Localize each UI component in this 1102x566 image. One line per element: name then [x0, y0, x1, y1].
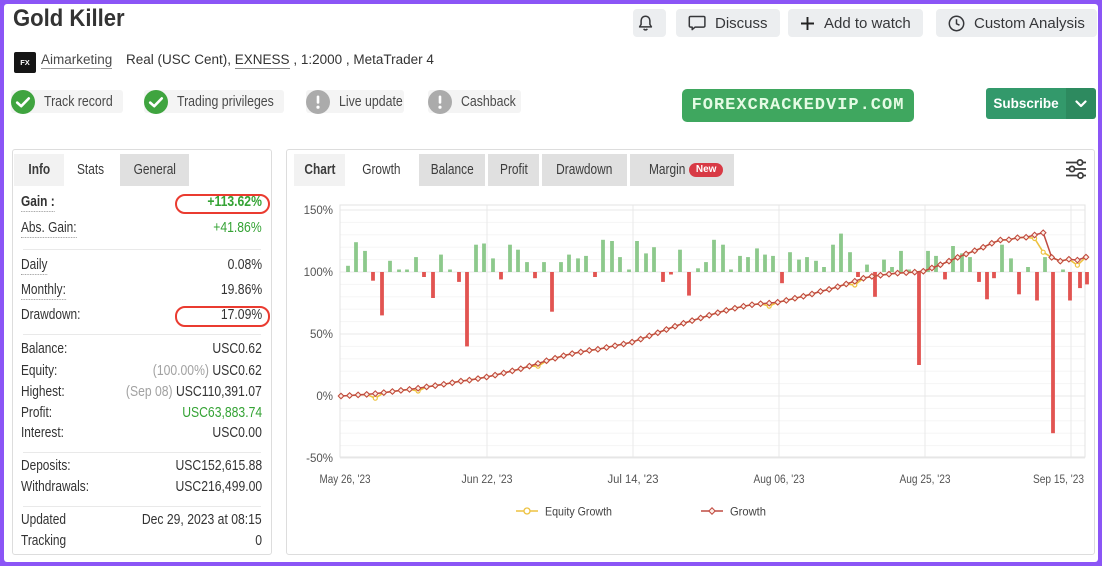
- svg-text:-50%: -50%: [306, 453, 333, 465]
- svg-text:150%: 150%: [304, 205, 333, 217]
- svg-text:Equity Growth: Equity Growth: [545, 505, 612, 519]
- svg-text:Jun 22, '23: Jun 22, '23: [462, 474, 513, 486]
- svg-text:Aug 25, '23: Aug 25, '23: [900, 474, 951, 486]
- svg-text:Jul 14, '23: Jul 14, '23: [608, 474, 659, 486]
- svg-text:May 26, '23: May 26, '23: [320, 474, 371, 486]
- svg-text:Growth: Growth: [730, 505, 766, 519]
- svg-text:50%: 50%: [310, 329, 333, 341]
- svg-text:Sep 15, '23: Sep 15, '23: [1033, 474, 1084, 486]
- svg-text:0%: 0%: [316, 391, 333, 403]
- svg-text:Aug 06, '23: Aug 06, '23: [754, 474, 805, 486]
- svg-text:100%: 100%: [304, 267, 333, 279]
